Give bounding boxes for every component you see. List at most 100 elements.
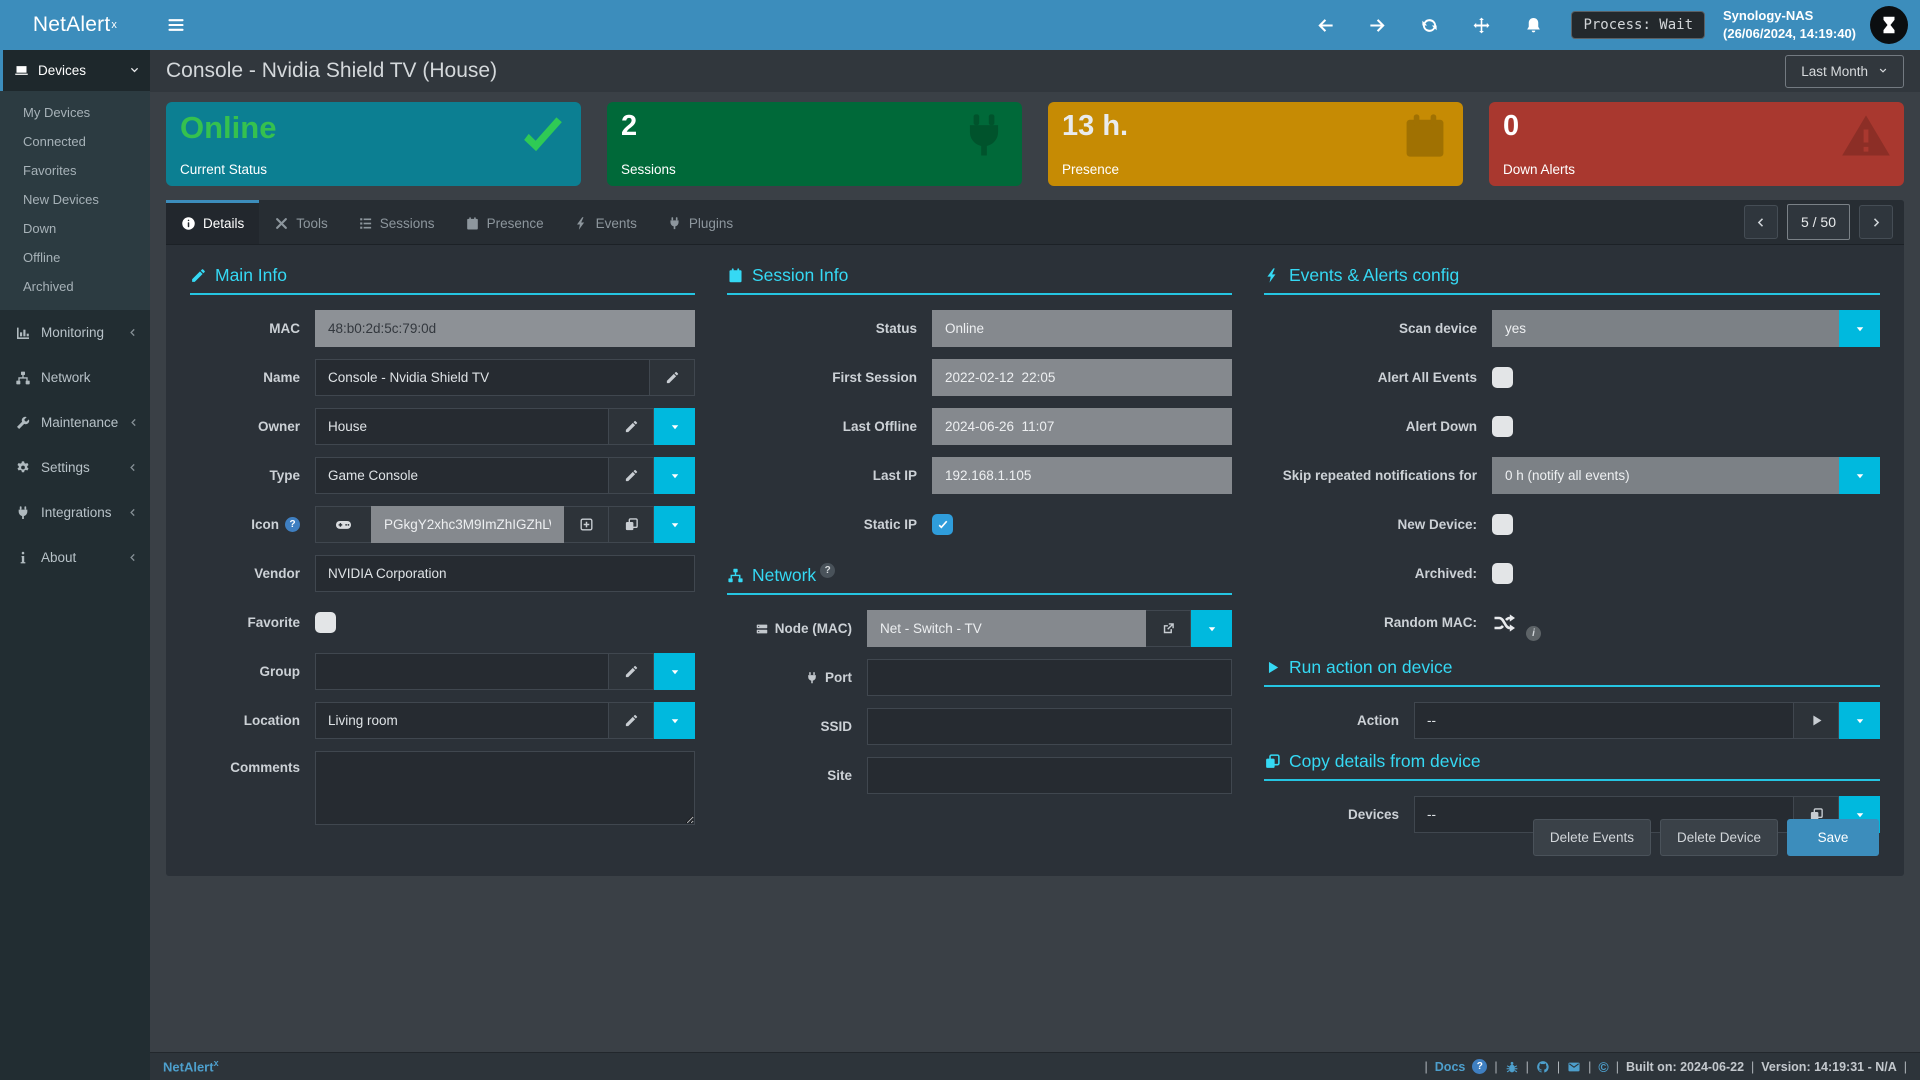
sidebar-item-archived[interactable]: Archived xyxy=(23,279,74,294)
sidebar-item-settings[interactable]: Settings xyxy=(0,445,150,490)
tab-details[interactable]: Details xyxy=(166,200,260,244)
edit-name-button[interactable] xyxy=(650,359,695,396)
tab-plugins[interactable]: Plugins xyxy=(652,200,748,244)
status-field[interactable] xyxy=(932,310,1232,347)
type-dropdown-button[interactable] xyxy=(654,457,695,494)
ssid-field[interactable] xyxy=(867,708,1232,745)
caret-down-icon xyxy=(669,715,681,727)
name-field[interactable] xyxy=(315,359,650,396)
sidebar-toggle-button[interactable] xyxy=(150,0,202,50)
archived-checkbox[interactable] xyxy=(1492,563,1513,584)
caret-down-icon xyxy=(1206,623,1218,635)
bug-report-icon[interactable] xyxy=(1505,1060,1519,1074)
footer: NetAlertx | Docs ? | | | | © | Built on:… xyxy=(150,1052,1920,1080)
tab-presence[interactable]: Presence xyxy=(450,200,559,244)
sidebar-item-maintenance[interactable]: Maintenance xyxy=(0,400,150,445)
vendor-field[interactable] xyxy=(315,555,695,592)
refresh-icon[interactable] xyxy=(1420,16,1439,35)
last-ip-field[interactable] xyxy=(932,457,1232,494)
action-dropdown-button[interactable] xyxy=(1839,702,1880,739)
page-title: Console - Nvidia Shield TV (House) xyxy=(166,59,498,82)
sidebar-item-monitoring[interactable]: Monitoring xyxy=(0,310,150,355)
docs-link[interactable]: Docs xyxy=(1434,1059,1466,1074)
port-field[interactable] xyxy=(867,659,1232,696)
copy-icon-button[interactable] xyxy=(609,506,654,543)
bolt-icon xyxy=(574,216,589,231)
scan-device-dropdown-button[interactable] xyxy=(1839,310,1880,347)
github-icon[interactable] xyxy=(1536,1060,1550,1074)
sidebar-item-offline[interactable]: Offline xyxy=(23,250,61,265)
group-field[interactable] xyxy=(315,653,609,690)
node-mac-field[interactable] xyxy=(867,610,1146,647)
next-device-button[interactable] xyxy=(1859,205,1893,239)
static-ip-checkbox[interactable] xyxy=(932,514,953,535)
group-dropdown-button[interactable] xyxy=(654,653,695,690)
info-icon[interactable]: i xyxy=(1526,626,1541,641)
new-device-checkbox[interactable] xyxy=(1492,514,1513,535)
add-icon-button[interactable] xyxy=(564,506,609,543)
location-field[interactable] xyxy=(315,702,609,739)
sidebar-item-favorites[interactable]: Favorites xyxy=(23,163,77,178)
alert-all-events-checkbox[interactable] xyxy=(1492,367,1513,388)
info-circle-icon xyxy=(181,216,196,231)
sidebar-item-devices[interactable]: Devices xyxy=(0,50,150,91)
skip-notifications-dropdown-button[interactable] xyxy=(1839,457,1880,494)
sidebar-item-new-devices[interactable]: New Devices xyxy=(23,192,99,207)
sidebar-item-connected[interactable]: Connected xyxy=(23,134,86,149)
sidebar-item-network[interactable]: Network xyxy=(0,355,150,400)
scan-device-select[interactable]: yes xyxy=(1492,310,1839,347)
notifications-bell-icon[interactable] xyxy=(1524,16,1543,35)
edit-group-button[interactable] xyxy=(609,653,654,690)
skip-notifications-select[interactable]: 0 h (notify all events) xyxy=(1492,457,1839,494)
sidebar-item-down[interactable]: Down xyxy=(23,221,57,236)
node-dropdown-button[interactable] xyxy=(1191,610,1232,647)
first-session-label: First Session xyxy=(832,370,917,385)
owner-field[interactable] xyxy=(315,408,609,445)
shuffle-icon xyxy=(1492,611,1516,635)
date-range-dropdown[interactable]: Last Month xyxy=(1785,54,1904,88)
tab-tools[interactable]: Tools xyxy=(259,200,343,244)
copy-devices-field[interactable] xyxy=(1414,796,1794,833)
tab-events[interactable]: Events xyxy=(559,200,652,244)
location-dropdown-button[interactable] xyxy=(654,702,695,739)
plug-icon xyxy=(667,216,682,231)
site-field[interactable] xyxy=(867,757,1232,794)
help-icon[interactable]: ? xyxy=(285,517,300,532)
save-button[interactable]: Save xyxy=(1787,819,1879,856)
question-circle-icon[interactable]: ? xyxy=(1472,1059,1488,1074)
devices-submenu: My Devices Connected Favorites New Devic… xyxy=(0,91,150,310)
last-offline-field[interactable] xyxy=(932,408,1232,445)
edit-owner-button[interactable] xyxy=(609,408,654,445)
action-field[interactable] xyxy=(1414,702,1794,739)
delete-events-button[interactable]: Delete Events xyxy=(1532,819,1651,856)
alert-down-checkbox[interactable] xyxy=(1492,416,1513,437)
app-logo[interactable]: NetAlert​x xyxy=(0,0,150,50)
avatar[interactable] xyxy=(1870,6,1908,44)
footer-brand-link[interactable]: NetAlertx xyxy=(163,1058,219,1075)
forward-arrow-icon[interactable] xyxy=(1368,16,1387,35)
mac-field[interactable] xyxy=(315,310,695,347)
sidebar-item-integrations[interactable]: Integrations xyxy=(0,490,150,535)
version-info: Version: 14:19:31 - N/A xyxy=(1761,1059,1897,1074)
help-icon[interactable]: ? xyxy=(820,563,836,578)
sidebar-item-about[interactable]: About xyxy=(0,535,150,580)
open-node-button[interactable] xyxy=(1146,610,1191,647)
favorite-checkbox[interactable] xyxy=(315,612,336,633)
first-session-field[interactable] xyxy=(932,359,1232,396)
edit-location-button[interactable] xyxy=(609,702,654,739)
move-icon[interactable] xyxy=(1472,16,1491,35)
prev-device-button[interactable] xyxy=(1743,205,1778,239)
sidebar-item-my-devices[interactable]: My Devices xyxy=(23,105,91,120)
icon-dropdown-button[interactable] xyxy=(654,506,695,543)
tab-sessions[interactable]: Sessions xyxy=(343,200,450,244)
back-arrow-icon[interactable] xyxy=(1316,16,1335,35)
owner-dropdown-button[interactable] xyxy=(654,408,695,445)
delete-device-button[interactable]: Delete Device xyxy=(1659,819,1778,856)
icon-base64-field[interactable] xyxy=(371,506,564,543)
type-field[interactable] xyxy=(315,457,609,494)
run-action-button[interactable] xyxy=(1794,702,1839,739)
copy-icon xyxy=(1264,753,1281,770)
email-icon[interactable] xyxy=(1567,1060,1581,1074)
edit-type-button[interactable] xyxy=(609,457,654,494)
comments-field[interactable] xyxy=(315,751,695,825)
